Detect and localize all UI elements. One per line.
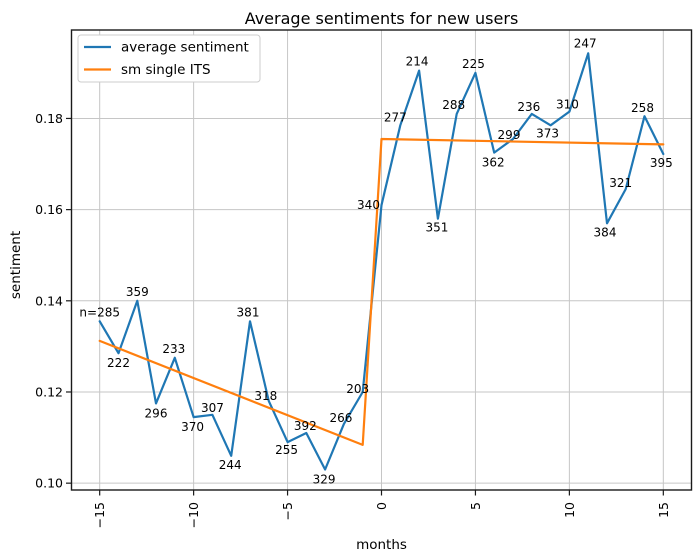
- point-annotation: 299: [498, 128, 521, 142]
- point-annotation: 277: [384, 110, 407, 124]
- x-tick-label: −5: [280, 502, 295, 520]
- point-annotation: 351: [425, 221, 448, 235]
- point-annotation: 395: [650, 156, 673, 170]
- point-annotation: 321: [609, 176, 632, 190]
- series-line-sm-single-its: [98, 137, 665, 446]
- y-tick-label: 0.14: [35, 293, 63, 308]
- y-tick-label: 0.12: [35, 384, 63, 399]
- x-axis-label: months: [356, 537, 407, 553]
- x-tick-label: 0: [374, 502, 389, 510]
- point-annotation: 329: [313, 473, 336, 487]
- point-annotation: 381: [237, 305, 260, 319]
- x-tick-label: −15: [92, 502, 107, 528]
- point-annotation: 384: [594, 225, 617, 239]
- point-annotation: 203: [346, 382, 369, 396]
- x-tick-label: 15: [656, 502, 671, 518]
- point-annotation: 318: [254, 389, 277, 403]
- legend-entry-label: average sentiment: [121, 40, 249, 56]
- y-axis-label: sentiment: [8, 231, 24, 299]
- point-annotation: n=285: [79, 305, 120, 319]
- point-annotation: 373: [536, 126, 559, 140]
- point-annotation: 392: [294, 419, 317, 433]
- point-annotation: 310: [556, 98, 579, 112]
- point-annotation: 258: [631, 101, 654, 115]
- legend-box: average sentiment sm single ITS: [77, 34, 261, 83]
- legend-entry-label: sm single ITS: [121, 62, 211, 78]
- point-annotation: 288: [442, 98, 465, 112]
- point-annotation: 266: [329, 411, 352, 425]
- point-annotation: 307: [201, 401, 224, 415]
- point-annotation: 247: [574, 36, 597, 50]
- x-tick-label: 10: [562, 502, 577, 518]
- point-annotation: 362: [482, 156, 505, 170]
- point-annotation: 370: [181, 420, 204, 434]
- point-annotation: 340: [357, 198, 380, 212]
- series-line-average-sentiment: [98, 52, 665, 471]
- point-annotation: 225: [462, 57, 485, 71]
- legend-frame: [77, 34, 261, 83]
- x-tick-label: 5: [468, 502, 483, 510]
- point-annotation: 359: [126, 285, 149, 299]
- chart-title: Average sentiments for new users: [245, 9, 519, 28]
- y-tick-label: 0.18: [35, 111, 63, 126]
- point-annotation: 222: [107, 356, 130, 370]
- y-tick-label: 0.16: [35, 202, 63, 217]
- point-annotation: 244: [219, 458, 242, 472]
- point-annotation: 255: [275, 443, 298, 457]
- y-tick-label: 0.10: [35, 476, 63, 491]
- x-tick-label: −10: [186, 502, 201, 528]
- point-annotation: 233: [162, 342, 185, 356]
- point-annotation: 214: [406, 55, 429, 69]
- point-annotation: 236: [517, 100, 540, 114]
- point-annotation: 296: [145, 406, 168, 420]
